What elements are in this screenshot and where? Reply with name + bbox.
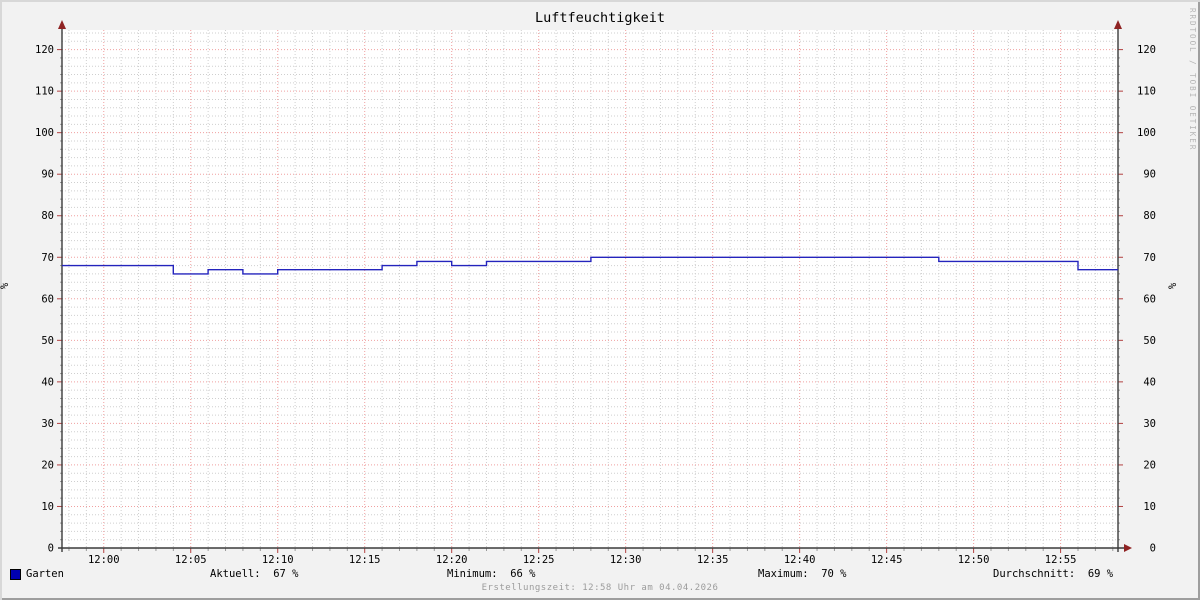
y-tick-label-right: 110 <box>1137 86 1156 98</box>
y-tick-label-left: 50 <box>41 335 54 347</box>
y-tick-label-left: 100 <box>35 127 54 139</box>
y-tick-label-right: 100 <box>1137 127 1156 139</box>
y-tick-label-left: 70 <box>41 252 54 264</box>
y-tick-label-left: 60 <box>41 293 54 305</box>
x-tick-label: 12:05 <box>175 554 207 566</box>
rrdtool-watermark: RRDTOOL / TOBI OETIKER <box>1188 8 1197 152</box>
y-tick-label-right: 10 <box>1143 501 1156 513</box>
y-tick-label-right: 90 <box>1143 169 1156 181</box>
x-axis-arrow <box>1124 544 1132 552</box>
grid-minor <box>62 30 1118 548</box>
x-tick-label: 12:10 <box>262 554 294 566</box>
y-axis-unit-right: % <box>1167 282 1180 290</box>
y-tick-label-right: 70 <box>1143 252 1156 264</box>
grid-major <box>62 30 1118 548</box>
y-tick-label-right: 50 <box>1143 335 1156 347</box>
x-tick-label: 12:45 <box>871 554 903 566</box>
x-tick-label: 12:35 <box>697 554 729 566</box>
x-tick-label: 12:20 <box>436 554 468 566</box>
y-tick-label-right: 120 <box>1137 44 1156 56</box>
y-tick-label-left: 0 <box>48 543 54 555</box>
axes <box>58 20 1132 552</box>
creation-time: Erstellungszeit: 12:58 Uhr am 04.04.2026 <box>481 583 719 593</box>
stat-aktuell: Aktuell: 67 % <box>210 568 299 580</box>
axis-labels: 12:00 12:05 12:10 12:15 12:20 12:25 12:30 12:35… <box>35 44 1156 566</box>
x-tick-label: 12:00 <box>88 554 120 566</box>
series-name: Garten <box>26 568 64 580</box>
y-axis-arrow-right <box>1114 20 1122 29</box>
y-tick-label-right: 30 <box>1143 418 1156 430</box>
y-axis-unit-left: % <box>0 282 12 290</box>
y-tick-label-right: 40 <box>1143 376 1156 388</box>
y-tick-label-right: 80 <box>1143 210 1156 222</box>
y-tick-label-right: 60 <box>1143 293 1156 305</box>
y-tick-label-right: 0 <box>1150 543 1156 555</box>
y-tick-label-left: 20 <box>41 459 54 471</box>
y-tick-label-left: 110 <box>35 86 54 98</box>
y-tick-label-left: 30 <box>41 418 54 430</box>
stat-durchschnitt: Durchschnitt: 69 % <box>993 568 1114 580</box>
y-tick-label-left: 80 <box>41 210 54 222</box>
stat-maximum: Maximum: 70 % <box>758 568 847 580</box>
chart-title: Luftfeuchtigkeit <box>534 10 666 26</box>
data-line-garten <box>62 256 1118 275</box>
y-tick-label-left: 40 <box>41 376 54 388</box>
x-tick-label: 12:25 <box>523 554 555 566</box>
x-tick-label: 12:15 <box>349 554 381 566</box>
y-tick-label-right: 20 <box>1143 459 1156 471</box>
legend: Garten Aktuell: 67 % Minimum: 66 % Maxim… <box>0 568 1200 582</box>
y-tick-label-left: 120 <box>35 44 54 56</box>
y-axis-arrow-left <box>58 20 66 29</box>
x-tick-label: 12:40 <box>784 554 816 566</box>
x-tick-label: 12:55 <box>1045 554 1077 566</box>
stat-minimum: Minimum: 66 % <box>447 568 536 580</box>
series-color-swatch <box>10 569 21 580</box>
x-tick-label: 12:30 <box>610 554 642 566</box>
x-tick-label: 12:50 <box>958 554 990 566</box>
y-tick-label-left: 10 <box>41 501 54 513</box>
y-tick-label-left: 90 <box>41 169 54 181</box>
